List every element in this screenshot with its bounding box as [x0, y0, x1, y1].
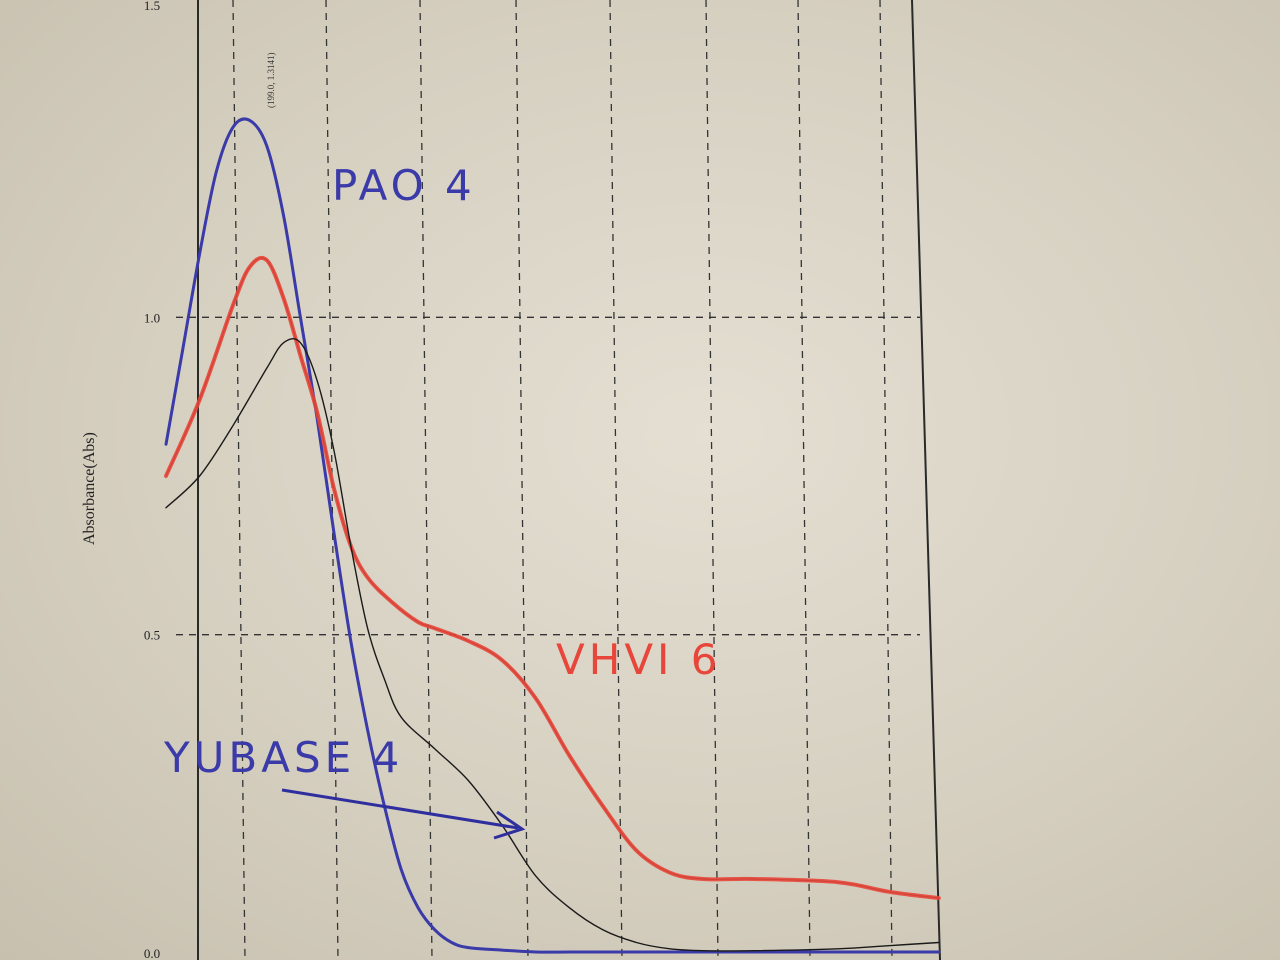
y-tick-labels: 0.0 0.5 1.0 1.5 [144, 0, 160, 960]
y-tick-label: 0.0 [144, 946, 160, 960]
printed-trace [165, 118, 939, 953]
axes [197, 0, 941, 960]
y-tick-label: 1.0 [144, 310, 160, 325]
handwritten-label-vhvi6: VHVI 6 [556, 635, 722, 684]
series-lines [164, 117, 941, 954]
grid-vertical-line [515, 0, 529, 960]
grid-vertical-line [705, 0, 719, 960]
y-axis-label: Absorbance(Abs) [81, 432, 98, 545]
grid-vertical-line [232, 0, 246, 960]
arrow-shaft [281, 788, 519, 830]
handwritten-label-yubase4: YUBASE 4 [163, 733, 403, 782]
y-tick-label: 0.5 [144, 628, 160, 643]
handwritten-label-pao4: PAO 4 [332, 161, 476, 210]
series-line-vhvi-6 [164, 255, 941, 901]
grid-vertical-line [879, 0, 893, 960]
y-tick-label: 1.5 [144, 0, 160, 13]
series-line-pao-4 [164, 117, 941, 954]
printed-trace [165, 257, 939, 899]
peak-annotation: (199.0, 1.3141) [266, 53, 276, 109]
grid-vertical-line [419, 0, 433, 960]
arrow-head [493, 810, 526, 840]
series-line-yubase-4 [165, 338, 940, 952]
right-frame-line [911, 0, 941, 960]
grid-vertical-line [325, 0, 339, 960]
grid [176, 0, 920, 960]
pointer-arrow [281, 788, 526, 840]
grid-vertical-line [797, 0, 811, 960]
grid-vertical-line [609, 0, 623, 960]
